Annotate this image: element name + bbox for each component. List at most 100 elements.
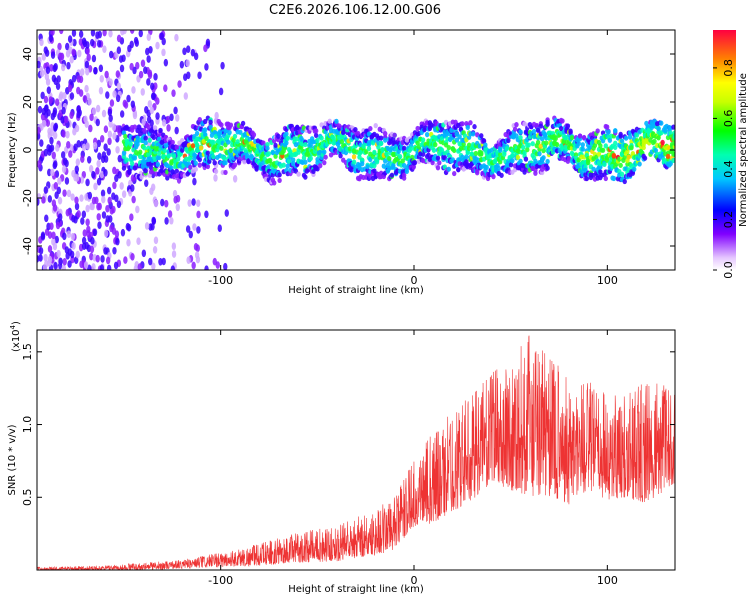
spectrogram-cell [62,157,68,166]
spectrogram-cell [109,99,115,107]
spectrogram-cell [102,45,107,53]
spectrogram-cell [81,143,87,152]
spectrogram-cell [129,30,135,34]
spectrogram-cell [167,210,173,218]
spectrogram-cell [158,127,163,134]
spectrogram-cell [80,155,85,163]
spectrogram-cell [52,242,58,251]
spectrogram-cell [193,160,198,166]
spectrogram-cell [196,210,201,219]
spectrogram-cell [606,129,611,135]
spectrogram-cell [185,59,190,68]
spectrogram-cell [194,130,200,137]
spectrogram-cell [108,78,113,86]
spectrogram-cell [197,116,202,123]
spectrogram-cell [91,107,97,116]
spectrogram-cell [117,170,122,179]
spectrogram-cell [319,122,324,128]
spectrogram-cell [541,155,546,161]
spectrogram-cell [134,39,140,47]
spectrogram-cell [70,232,76,241]
spectrogram-cell [105,256,111,265]
snr-y-tick-label: 1.5 [21,343,34,361]
spectrogram-cell [365,164,370,170]
spectrogram-cell [86,229,91,238]
spectrogram-cell [55,144,60,152]
snr-x-axis-title: Height of straight line (km) [288,584,424,595]
spectrogram-cell [232,162,238,168]
spectrogram-cell [101,211,107,219]
snr-x-tick-label: 0 [411,574,418,587]
spectrogram-cell [560,118,565,124]
spectrogram-cell [91,196,97,205]
spectrogram-cell [99,134,105,143]
spectrogram-cell [103,247,108,255]
spectrogram-cell [214,111,219,120]
spectrogram-cell [86,53,91,62]
spectrogram-cell [50,51,56,59]
spectrogram-cell [479,150,484,156]
spectrogram-cell [174,168,179,174]
spectrogram-cell [88,164,94,173]
spectrogram-cell [58,257,63,266]
spectrogram-cell [71,74,77,83]
spectrogram-cell [473,150,479,157]
spectrogram-cell [130,184,135,192]
spectrogram-cell [132,155,138,161]
spectrogram-cell [642,155,648,161]
spectrogram-cell [170,139,175,146]
spectrogram-cell [339,139,345,145]
spectrogram-cell [70,193,75,201]
spectrogram-cell [435,155,441,161]
spectrogram-cell [175,114,180,122]
spectrogram-cell [52,131,58,140]
snr-x-tick-label: 100 [597,574,618,587]
spectrogram-cell [136,237,141,245]
spectrogram-cell [103,229,109,238]
spectrogram-cell [510,158,515,164]
spectrogram-cell [591,166,596,172]
spectrogram-cell [103,125,109,134]
spectrogram-cell [521,144,526,151]
spectrogram-cell [76,139,81,148]
spectrogram-cell [129,160,135,166]
spectrogram-cell [265,145,270,151]
spectrogram-cell [382,158,388,164]
spectrogram-cell [53,182,59,190]
spectrogram-cell [50,168,55,177]
spectrogram-cell [105,204,110,213]
spectrogram-cell [159,32,165,40]
spectrogram-cell [135,141,140,147]
spectrogram-cell [69,250,75,259]
spectrogram-cell [121,150,127,156]
spectrogram-cell [373,123,378,129]
spectrogram-cell [73,143,78,152]
spectrogram-cell [71,30,77,37]
spectrogram-cell [155,97,160,105]
spectrogram-cell [117,154,122,163]
spectrogram-cell [401,162,407,169]
spectrogram-cell [420,137,426,143]
spectrogram-cell [171,250,177,258]
spectrogram-cell [95,104,101,113]
spectrogram-cell [435,165,441,171]
spectrogram-cell [510,152,515,159]
spectrogram-cell [119,182,124,190]
spectrogram-cell [62,92,67,100]
spectrogram-cell [72,38,77,47]
spectrogram-cell [296,171,301,177]
spectrogram-cell [538,123,544,129]
spectrogram-cell [151,92,157,100]
spectrogram-cell [129,62,134,71]
spectrogram-cell [45,66,51,74]
spectrogram-cell [97,40,102,48]
spectrogram-cell [150,222,155,231]
spectrogram-cell [105,215,110,223]
spectrogram-cell [160,198,165,207]
spectrogram-cell [39,38,44,47]
spectrogram-cell [62,189,67,197]
spectrogram-cell [38,254,43,262]
spectrogram-cell [76,110,81,119]
spectrogram-cell [103,143,108,151]
spectrogram-cell [217,224,222,233]
